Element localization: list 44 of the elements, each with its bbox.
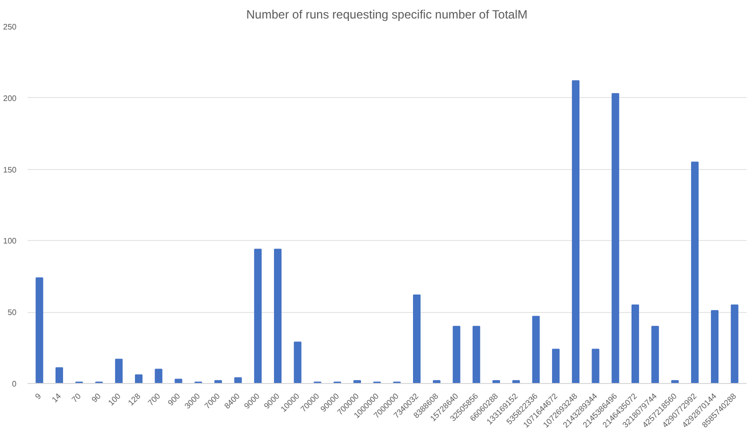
bar: [552, 348, 560, 384]
x-tick-label: 90: [90, 391, 103, 404]
bar: [472, 326, 480, 384]
bar: [730, 304, 738, 384]
bar: [432, 380, 440, 384]
x-tick-label: 100: [106, 391, 123, 408]
x-tick-label: 14: [50, 391, 64, 404]
bar: [254, 248, 262, 384]
x-tick-label: 9: [33, 391, 44, 402]
bar: [532, 316, 540, 384]
bar: [174, 378, 182, 384]
bar: [452, 326, 460, 384]
chart-title: Number of runs requesting specific number of TotalM: [246, 8, 528, 22]
bar: [631, 304, 640, 384]
bar: [671, 380, 679, 384]
bar: [492, 380, 500, 384]
bar: [512, 380, 520, 384]
bar: [710, 310, 718, 384]
bar: [36, 277, 44, 384]
bar: [651, 326, 659, 384]
bar: [592, 348, 600, 384]
bar: [115, 358, 123, 384]
bar: [353, 380, 361, 384]
x-tick-label: 128: [126, 391, 143, 408]
bar: [154, 368, 162, 384]
x-tick-label: 70: [70, 391, 84, 404]
y-tick-label: 200: [3, 94, 18, 103]
y-tick-label: 250: [3, 22, 18, 32]
y-tick-label: 150: [3, 165, 18, 174]
bar: [274, 248, 282, 384]
bar: [691, 162, 699, 384]
y-tick-label: 0: [12, 380, 18, 388]
bar: [294, 342, 302, 384]
y-tick-label: 50: [8, 308, 18, 318]
bar: [612, 93, 620, 384]
x-tick-label: 700: [146, 391, 163, 408]
bar: [413, 294, 421, 384]
bar: [214, 380, 222, 384]
x-tick-label: 900: [166, 391, 182, 408]
bar: [56, 367, 64, 384]
y-tick-label: 100: [3, 236, 18, 246]
bar: [234, 377, 242, 384]
bar: [572, 80, 580, 384]
bar: [134, 374, 143, 384]
